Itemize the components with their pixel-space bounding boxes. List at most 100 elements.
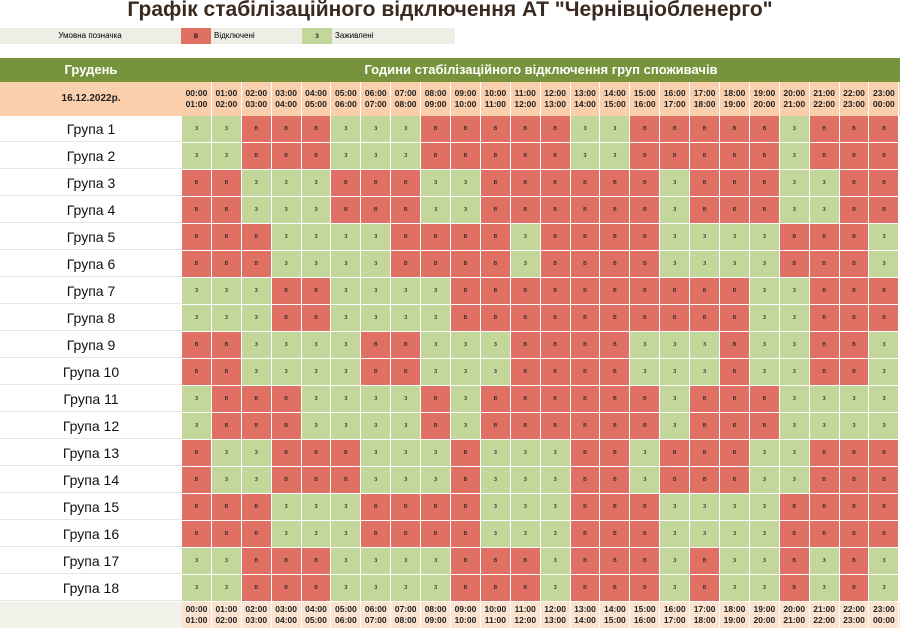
status-cell-on: з <box>391 413 422 439</box>
table-row: Група 17 з з в в в з з з з в в в з в в в з в з з в з в з <box>0 548 900 575</box>
bottom-hour-cell: 15:00 16:00 <box>630 602 661 628</box>
status-cell-off: в <box>839 305 870 331</box>
status-cell-off: в <box>301 467 332 493</box>
status-cell-off: в <box>331 467 362 493</box>
status-cell-off: в <box>660 116 691 142</box>
status-cell-off: в <box>540 116 571 142</box>
status-cell-on: з <box>361 116 392 142</box>
status-cell-on: з <box>361 143 392 169</box>
bottom-hour-cell: 09:00 10:00 <box>451 602 481 628</box>
status-cell-off: в <box>600 413 631 439</box>
top-hour-cell: 15:00 16:00 <box>630 82 661 116</box>
status-cell-on: з <box>749 548 780 574</box>
status-cell-off: в <box>182 467 212 493</box>
status-cell-on: з <box>480 467 511 493</box>
hour-end: 05:00 <box>305 99 327 109</box>
table-row: Група 18 з з в в в з з з з в в в з в в в з в з з в з в з <box>0 575 900 602</box>
status-cell-on: з <box>749 467 780 493</box>
hour-start: 19:00 <box>753 604 776 614</box>
status-cell-off: в <box>809 494 840 520</box>
date-row: 16.12.2022р. 00:00 01:00 01:00 02:00 02:00 03… <box>0 82 900 116</box>
status-cell-off: в <box>630 413 661 439</box>
group-name: Група 6 <box>0 251 182 277</box>
status-cell-off: в <box>779 548 810 574</box>
status-cell-off: в <box>749 116 780 142</box>
legend-label: Умовна позначка <box>58 31 122 40</box>
status-cell-on: з <box>839 386 870 412</box>
hour-start: 09:00 <box>454 604 477 614</box>
status-cell-off: в <box>510 548 541 574</box>
hour-start: 17:00 <box>693 604 716 614</box>
bottom-hour-cell: 06:00 07:00 <box>361 602 392 628</box>
status-cell-off: в <box>660 305 691 331</box>
status-cell-on: з <box>720 575 750 601</box>
hour-start: 10:00 <box>484 604 507 614</box>
status-cell-off: в <box>421 521 452 547</box>
status-cell-off: в <box>451 143 481 169</box>
status-cell-off: в <box>630 170 661 196</box>
status-cell-off: в <box>570 170 601 196</box>
hour-end: 11:00 <box>484 99 506 109</box>
status-cell-on: з <box>779 305 810 331</box>
status-cell-on: з <box>271 170 302 196</box>
status-cell-on: з <box>271 224 302 250</box>
status-cell-on: з <box>540 548 571 574</box>
status-cell-off: в <box>540 143 571 169</box>
status-cell-on: з <box>361 575 392 601</box>
hour-end: 18:00 <box>693 615 716 625</box>
hour-end: 21:00 <box>783 99 806 109</box>
status-cell-off: в <box>749 170 780 196</box>
status-cell-off: в <box>749 143 780 169</box>
status-cell-on: з <box>361 224 392 250</box>
status-cell-off: в <box>540 332 571 358</box>
status-cell-on: з <box>540 494 571 520</box>
status-cell-off: в <box>869 440 900 466</box>
status-cell-on: з <box>361 413 392 439</box>
status-cell-on: з <box>809 413 840 439</box>
status-cell-off: в <box>809 224 840 250</box>
hour-end: 10:00 <box>454 615 477 625</box>
status-cell-off: в <box>839 197 870 223</box>
status-cell-on: з <box>241 305 272 331</box>
status-cell-off: в <box>839 116 870 142</box>
status-cell-off: в <box>391 197 422 223</box>
status-cell-on: з <box>331 251 362 277</box>
hour-end: 19:00 <box>723 99 746 109</box>
top-hour-cell: 00:00 01:00 <box>182 82 212 116</box>
top-hour-cell: 02:00 03:00 <box>242 82 272 116</box>
status-cell-off: в <box>809 251 840 277</box>
status-cell-on: з <box>660 251 691 277</box>
status-cell-off: в <box>660 467 691 493</box>
status-cell-on: з <box>480 494 511 520</box>
status-cell-on: з <box>421 359 452 385</box>
status-cell-on: з <box>839 413 870 439</box>
status-cell-on: з <box>540 440 571 466</box>
status-cell-off: в <box>241 224 272 250</box>
status-cell-off: в <box>690 548 721 574</box>
status-cell-on: з <box>779 332 810 358</box>
status-cell-off: в <box>720 359 750 385</box>
status-cell-on: з <box>241 332 272 358</box>
status-cell-on: з <box>690 494 721 520</box>
status-cell-off: в <box>809 359 840 385</box>
status-cell-on: з <box>779 170 810 196</box>
status-cell-off: в <box>182 251 212 277</box>
status-cell-off: в <box>869 170 900 196</box>
status-cell-on: з <box>182 116 212 142</box>
legend: Умовна позначка в Відключені з Заживлені <box>0 28 455 44</box>
status-cell-off: в <box>211 224 242 250</box>
status-cell-off: в <box>630 224 661 250</box>
status-cell-on: з <box>301 494 332 520</box>
status-cell-off: в <box>690 440 721 466</box>
table-header: Грудень Години стабілізаційного відключе… <box>0 58 900 82</box>
status-cell-off: в <box>480 278 511 304</box>
status-cell-off: в <box>451 467 481 493</box>
hour-end: 22:00 <box>813 615 836 625</box>
status-cell-on: з <box>720 224 750 250</box>
status-cell-off: в <box>660 440 691 466</box>
bottom-hour-cell: 03:00 04:00 <box>272 602 302 628</box>
group-name: Група 18 <box>0 575 182 601</box>
top-hour-cell: 21:00 22:00 <box>810 82 840 116</box>
status-cell-off: в <box>749 386 780 412</box>
